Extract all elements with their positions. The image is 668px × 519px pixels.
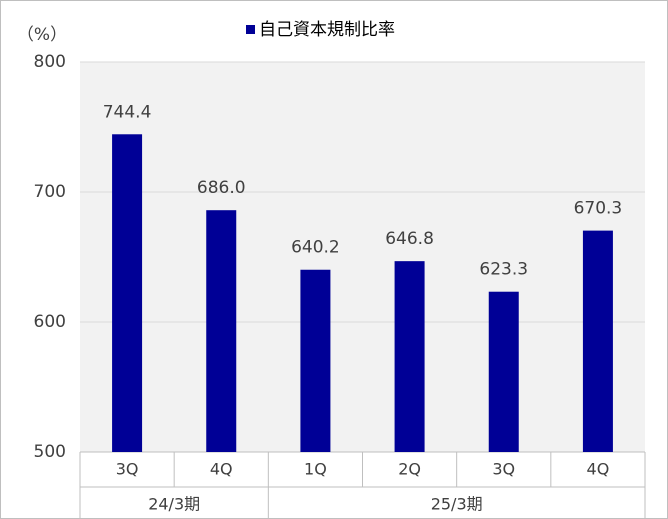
- bar: [300, 269, 331, 452]
- legend-swatch: [246, 25, 255, 34]
- bar: [582, 230, 613, 452]
- plot-area: [80, 62, 645, 452]
- value-label: 640.2: [291, 238, 340, 258]
- bar: [206, 210, 237, 452]
- group-label: 24/3期: [148, 495, 200, 514]
- bar: [488, 291, 519, 452]
- bar: [394, 261, 425, 452]
- value-label: 670.3: [574, 199, 623, 219]
- y-tick-label: 500: [34, 442, 66, 462]
- y-tick-label: 600: [34, 312, 66, 332]
- bar: [112, 134, 143, 452]
- x-tick-label: 4Q: [587, 460, 610, 479]
- x-tick-label: 4Q: [210, 460, 233, 479]
- y-unit: （%）: [17, 25, 67, 45]
- y-tick-label: 800: [34, 52, 66, 72]
- legend-label: 自己資本規制比率: [259, 20, 395, 40]
- value-label: 744.4: [103, 102, 152, 122]
- value-label: 623.3: [479, 260, 528, 280]
- x-tick-label: 3Q: [492, 460, 515, 479]
- x-tick-label: 3Q: [116, 460, 139, 479]
- value-label: 686.0: [197, 178, 246, 198]
- group-label: 25/3期: [431, 495, 483, 514]
- y-tick-label: 700: [34, 182, 66, 202]
- x-tick-label: 1Q: [304, 460, 327, 479]
- x-tick-label: 2Q: [398, 460, 421, 479]
- value-label: 646.8: [385, 229, 434, 249]
